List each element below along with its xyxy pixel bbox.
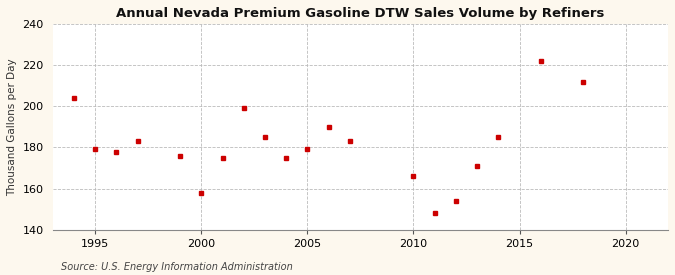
Text: Source: U.S. Energy Information Administration: Source: U.S. Energy Information Administ… — [61, 262, 292, 272]
Title: Annual Nevada Premium Gasoline DTW Sales Volume by Refiners: Annual Nevada Premium Gasoline DTW Sales… — [116, 7, 605, 20]
Y-axis label: Thousand Gallons per Day: Thousand Gallons per Day — [7, 58, 17, 196]
